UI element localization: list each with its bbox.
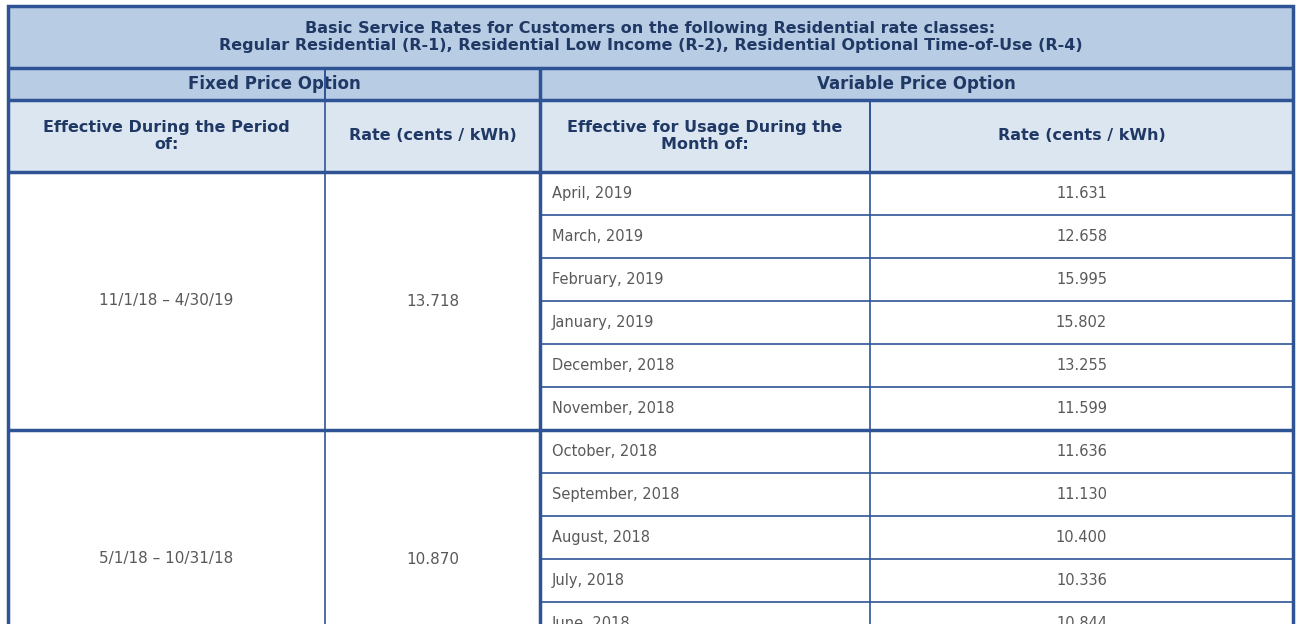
Text: August, 2018: August, 2018 — [552, 530, 650, 545]
Bar — [870, 344, 1293, 387]
Bar — [8, 100, 325, 172]
Text: February, 2019: February, 2019 — [552, 272, 664, 287]
Bar — [870, 215, 1293, 258]
Bar — [870, 301, 1293, 344]
Text: Rate (cents / kWh): Rate (cents / kWh) — [349, 129, 516, 144]
Text: 10.400: 10.400 — [1056, 530, 1107, 545]
Bar — [540, 387, 870, 430]
Bar — [8, 430, 325, 624]
Bar — [540, 68, 1293, 100]
Text: 11.636: 11.636 — [1056, 444, 1107, 459]
Text: Basic Service Rates for Customers on the following Residential rate classes:
Reg: Basic Service Rates for Customers on the… — [219, 21, 1082, 53]
Text: 15.995: 15.995 — [1056, 272, 1107, 287]
Bar — [540, 473, 870, 516]
Text: Effective for Usage During the
Month of:: Effective for Usage During the Month of: — [567, 120, 843, 152]
Text: 12.658: 12.658 — [1056, 229, 1107, 244]
Text: 11/1/18 – 4/30/19: 11/1/18 – 4/30/19 — [99, 293, 234, 308]
Text: Rate (cents / kWh): Rate (cents / kWh) — [998, 129, 1166, 144]
Bar — [325, 100, 540, 172]
Text: 11.130: 11.130 — [1056, 487, 1107, 502]
Bar — [540, 516, 870, 559]
Bar — [540, 301, 870, 344]
Text: June, 2018: June, 2018 — [552, 616, 631, 624]
Bar — [870, 172, 1293, 215]
Text: 15.802: 15.802 — [1056, 315, 1107, 330]
Bar — [540, 559, 870, 602]
Bar — [870, 258, 1293, 301]
Text: Variable Price Option: Variable Price Option — [817, 75, 1016, 93]
Text: January, 2019: January, 2019 — [552, 315, 654, 330]
Text: Effective During the Period
of:: Effective During the Period of: — [43, 120, 290, 152]
Bar — [325, 172, 540, 430]
Text: 11.599: 11.599 — [1056, 401, 1107, 416]
Text: December, 2018: December, 2018 — [552, 358, 674, 373]
Text: March, 2019: March, 2019 — [552, 229, 643, 244]
Bar — [540, 430, 870, 473]
Text: September, 2018: September, 2018 — [552, 487, 679, 502]
Bar — [870, 387, 1293, 430]
Bar — [540, 602, 870, 624]
Text: 10.870: 10.870 — [406, 552, 459, 567]
Bar — [540, 344, 870, 387]
Text: October, 2018: October, 2018 — [552, 444, 657, 459]
Bar — [540, 172, 870, 215]
Bar — [870, 430, 1293, 473]
Bar — [8, 6, 1293, 68]
Bar — [540, 215, 870, 258]
Bar — [870, 559, 1293, 602]
Text: 13.255: 13.255 — [1056, 358, 1107, 373]
Bar — [870, 473, 1293, 516]
Bar — [8, 68, 540, 100]
Bar — [870, 516, 1293, 559]
Text: 10.844: 10.844 — [1056, 616, 1107, 624]
Text: November, 2018: November, 2018 — [552, 401, 674, 416]
Bar — [540, 100, 870, 172]
Text: 13.718: 13.718 — [406, 293, 459, 308]
Bar — [325, 430, 540, 624]
Bar — [870, 602, 1293, 624]
Bar — [870, 100, 1293, 172]
Text: 10.336: 10.336 — [1056, 573, 1107, 588]
Text: 5/1/18 – 10/31/18: 5/1/18 – 10/31/18 — [99, 552, 234, 567]
Bar — [540, 258, 870, 301]
Bar — [8, 172, 325, 430]
Text: 11.631: 11.631 — [1056, 186, 1107, 201]
Text: April, 2019: April, 2019 — [552, 186, 632, 201]
Text: July, 2018: July, 2018 — [552, 573, 624, 588]
Text: Fixed Price Option: Fixed Price Option — [187, 75, 360, 93]
